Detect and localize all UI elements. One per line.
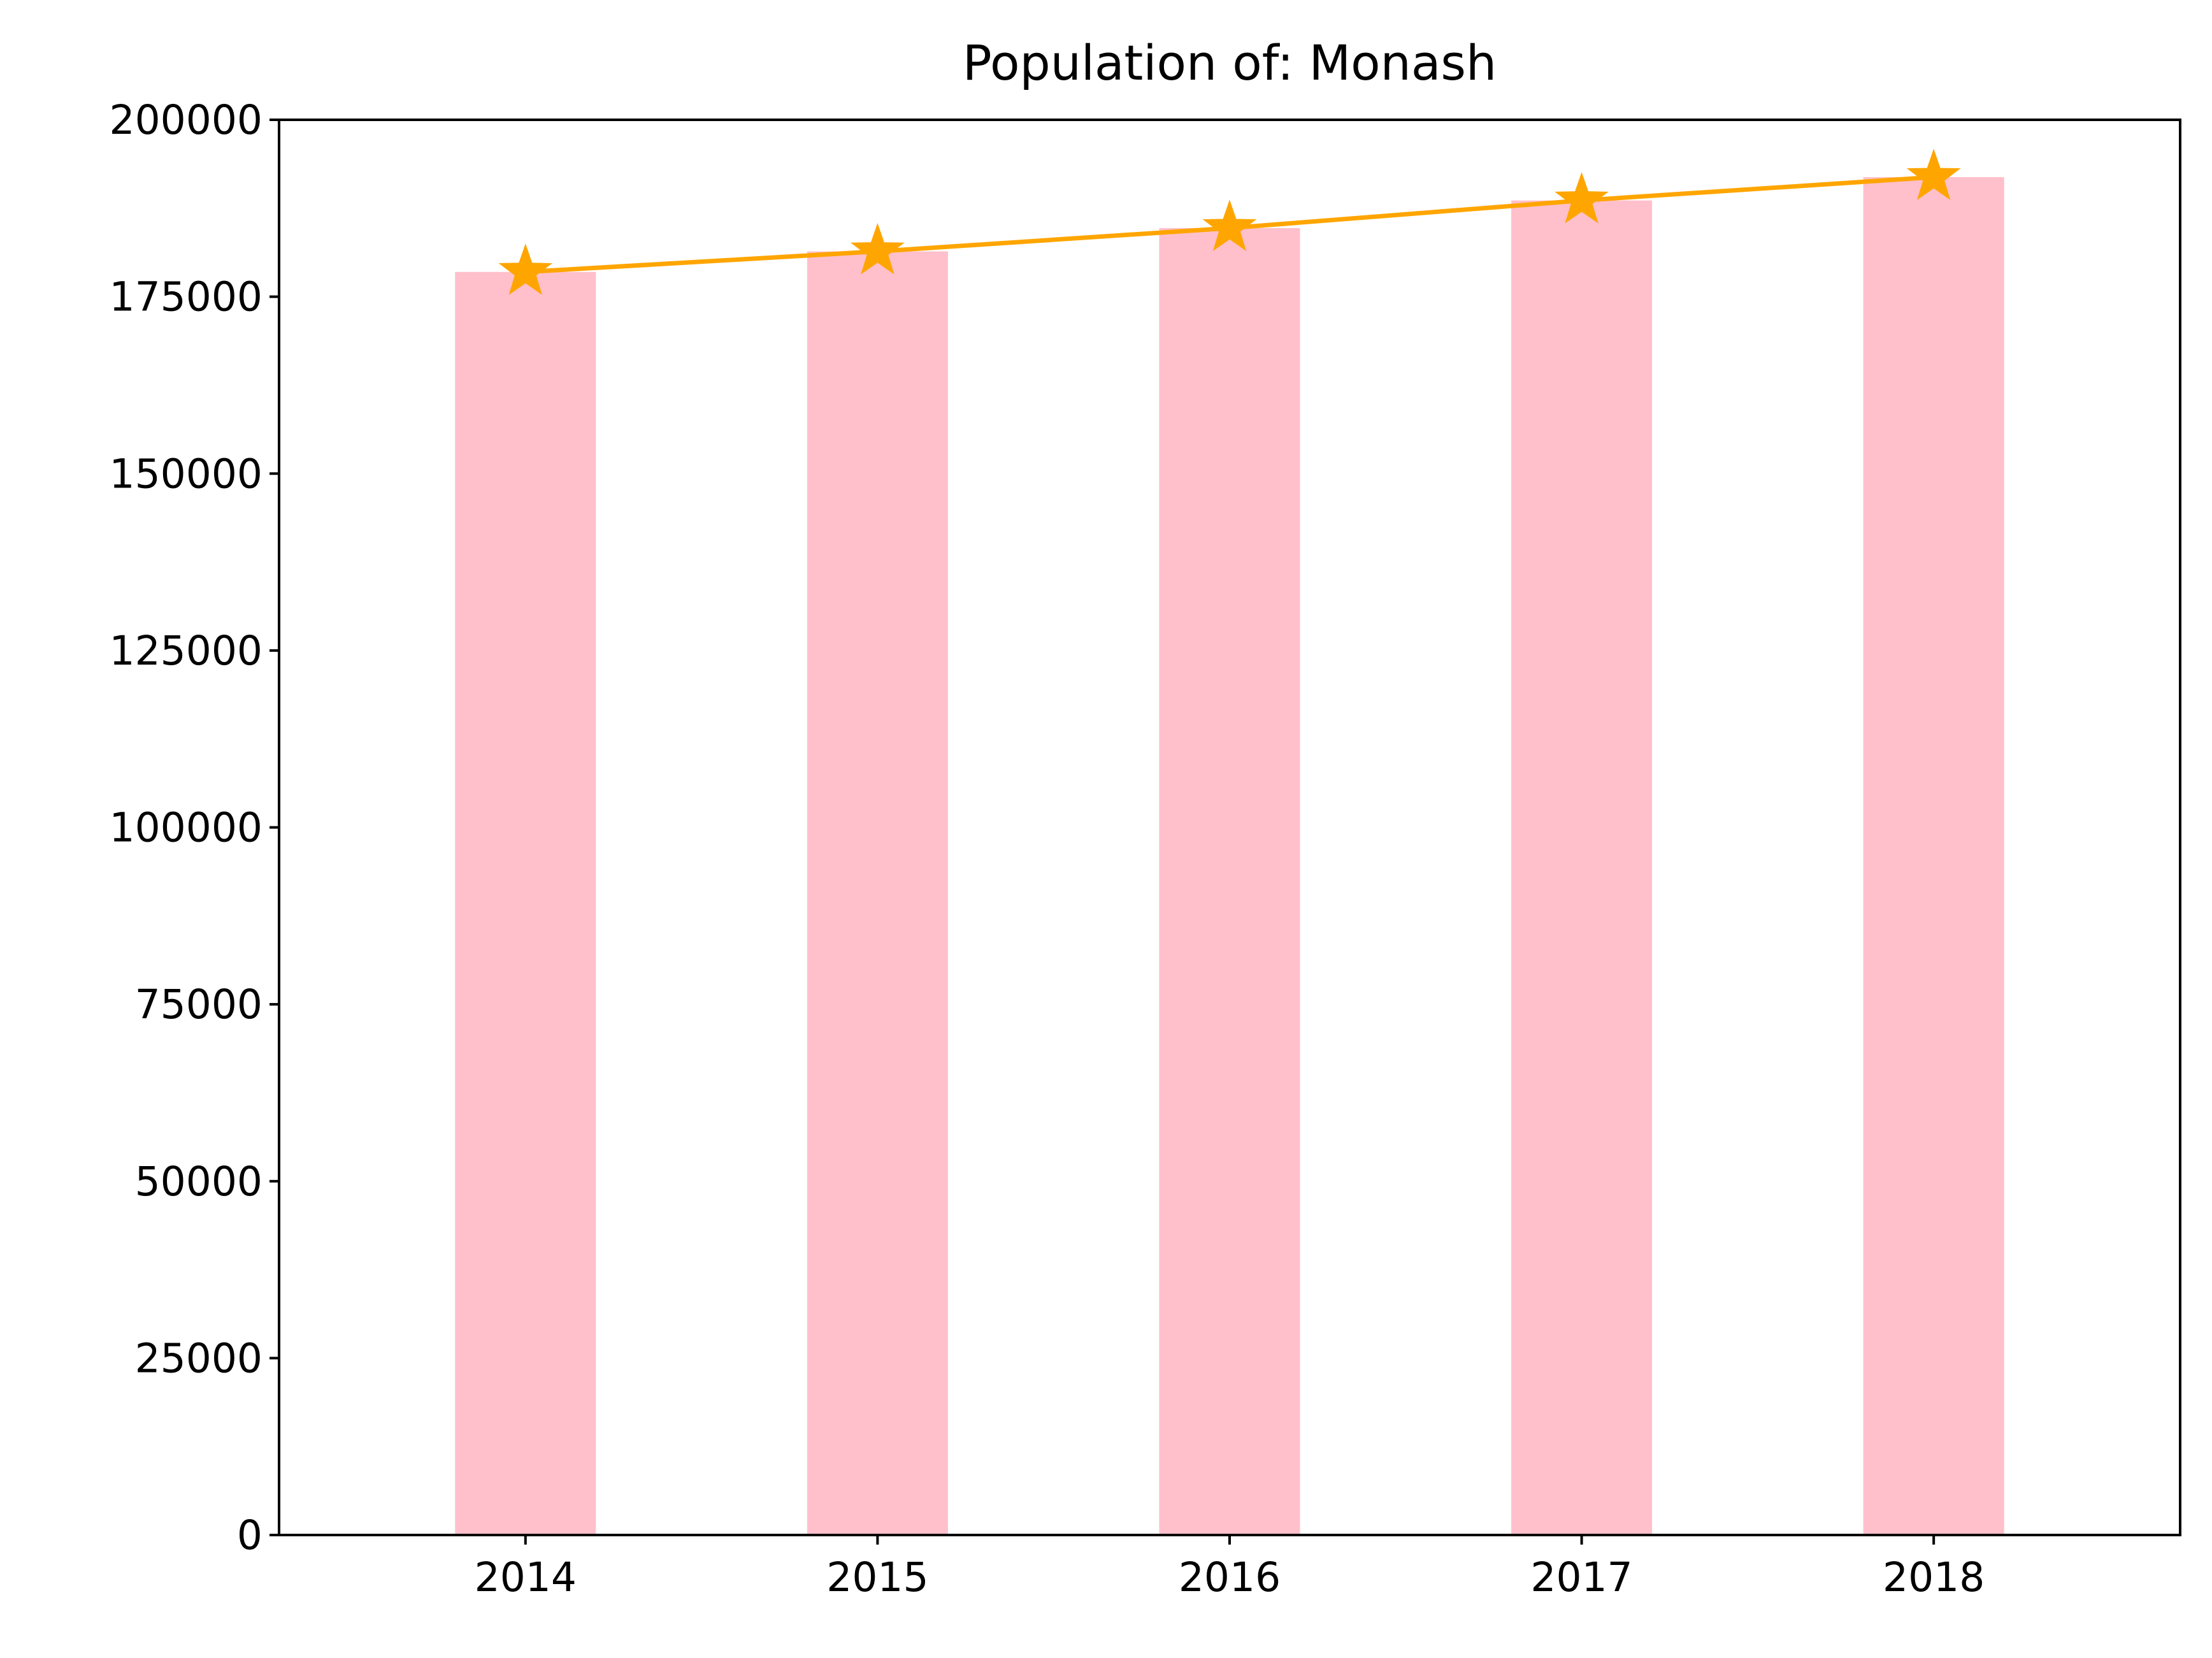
y-tick-label: 200000 bbox=[110, 97, 263, 143]
line-marker-2017 bbox=[1555, 172, 1609, 224]
x-tick-label: 2018 bbox=[1883, 1554, 1985, 1601]
y-tick-label: 25000 bbox=[135, 1335, 262, 1381]
y-tick-label: 50000 bbox=[135, 1158, 262, 1205]
y-tick-label: 125000 bbox=[110, 628, 263, 674]
bar-2015 bbox=[807, 251, 948, 1536]
y-tick-label: 150000 bbox=[110, 451, 263, 497]
y-tick-label: 75000 bbox=[135, 981, 262, 1028]
bars-layer bbox=[455, 177, 2004, 1536]
y-tick-label: 0 bbox=[237, 1512, 262, 1559]
x-tick-label: 2017 bbox=[1530, 1554, 1632, 1601]
bar-2018 bbox=[1863, 177, 2004, 1536]
y-tick-label: 175000 bbox=[110, 274, 263, 321]
line-marker-2018 bbox=[1906, 148, 1961, 201]
x-tick-label: 2016 bbox=[1179, 1554, 1281, 1601]
line-layer bbox=[498, 148, 1961, 295]
line-marker-2014 bbox=[498, 243, 553, 295]
y-tick-label: 100000 bbox=[110, 805, 263, 851]
bar-2014 bbox=[455, 271, 596, 1535]
bar-2017 bbox=[1511, 200, 1653, 1536]
x-tick-label: 2015 bbox=[826, 1554, 928, 1601]
line-marker-2016 bbox=[1202, 199, 1257, 251]
chart-title: Population of: Monash bbox=[963, 34, 1497, 91]
bar-2016 bbox=[1159, 227, 1300, 1535]
x-tick-label: 2014 bbox=[475, 1554, 577, 1601]
axes-layer: 0 25000 50000 75000 100000 125000 150000 175000… bbox=[110, 97, 2181, 1601]
line-marker-2015 bbox=[851, 222, 905, 275]
